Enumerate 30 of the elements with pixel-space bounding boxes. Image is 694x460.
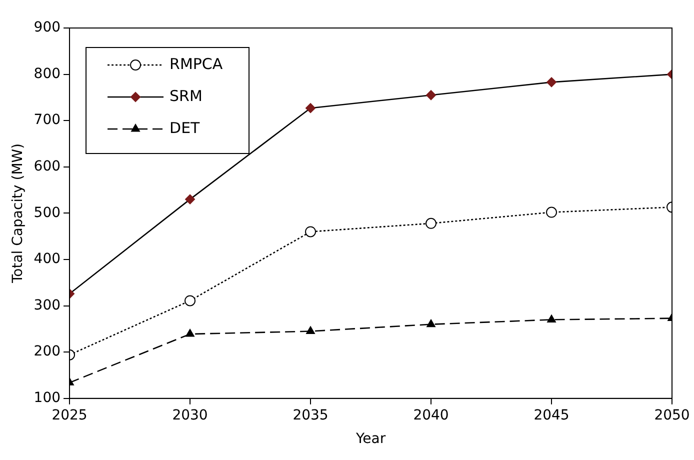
legend-label: RMPCA (170, 54, 224, 73)
point (547, 314, 556, 322)
point (426, 90, 436, 100)
x-tick-label: 2045 (534, 407, 570, 424)
point (305, 226, 316, 238)
point (306, 103, 316, 114)
y-tick-label: 800 (34, 66, 61, 82)
x-axis-title: Year (354, 431, 386, 448)
y-tick-label: 400 (34, 251, 61, 268)
point (186, 329, 194, 337)
y-tick-label: 200 (34, 344, 61, 360)
x-tick-label: 2025 (52, 407, 88, 424)
y-axis-title: Total Capacity (MW) (10, 143, 26, 284)
point (426, 218, 437, 229)
y-tick-label: 700 (34, 112, 61, 128)
y-tick-label: 500 (34, 204, 61, 221)
point (185, 194, 196, 204)
legend-label: DET (170, 118, 201, 137)
point (306, 326, 315, 334)
y-tick-label: 600 (34, 158, 61, 175)
y-tick-label: 900 (34, 20, 61, 36)
y-tick-label: 100 (34, 390, 61, 406)
x-tick-label: 2035 (292, 407, 328, 424)
x-tick-label: 2030 (172, 407, 208, 424)
point (184, 295, 196, 306)
legend-label: SRM (170, 86, 202, 105)
x-tick-label: 2040 (413, 407, 449, 424)
point (426, 319, 436, 328)
x-tick-label: 2050 (654, 407, 690, 424)
y-tick-label: 300 (34, 297, 61, 314)
